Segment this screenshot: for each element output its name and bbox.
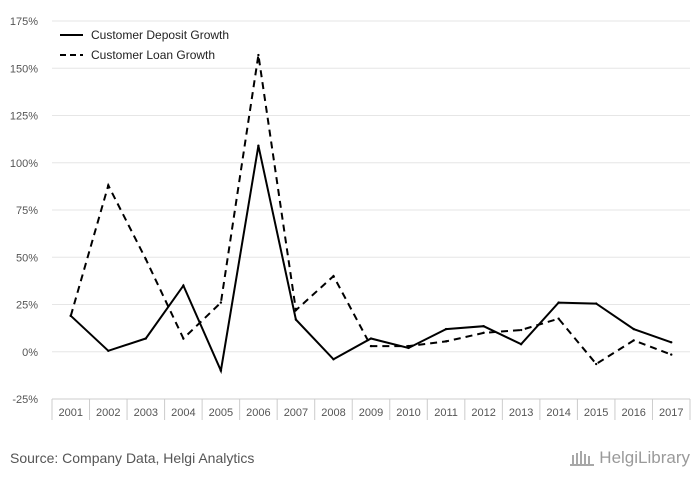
data-point: [444, 327, 448, 331]
data-point: [332, 358, 335, 361]
y-tick-label: 75%: [16, 205, 38, 217]
x-tick-label: 2013: [509, 407, 533, 419]
y-tick-label: 0%: [22, 347, 38, 359]
data-point: [557, 317, 560, 320]
x-tick-label: 2001: [59, 407, 83, 419]
data-point: [219, 301, 223, 304]
data-point: [519, 342, 523, 346]
data-point: [107, 184, 110, 187]
data-point: [144, 337, 148, 340]
y-tick-label: -25%: [12, 394, 38, 406]
data-point: [407, 346, 410, 350]
x-tick-label: 2006: [246, 407, 270, 419]
x-tick-label: 2008: [321, 407, 345, 419]
data-point: [670, 353, 673, 356]
data-point: [69, 314, 72, 318]
x-tick-label: 2010: [396, 407, 420, 419]
data-point: [294, 308, 298, 312]
data-point: [294, 318, 298, 321]
data-point: [594, 302, 598, 305]
y-tick-label: 125%: [10, 111, 38, 123]
x-tick-label: 2007: [284, 407, 308, 419]
data-point: [407, 344, 410, 348]
data-point: [182, 284, 185, 287]
data-point: [182, 337, 185, 340]
legend-label: Customer Loan Growth: [91, 48, 215, 62]
y-tick-label: 50%: [16, 252, 38, 264]
data-point: [444, 340, 448, 343]
source-note: Source: Company Data, Helgi Analytics: [10, 450, 255, 466]
x-tick-label: 2015: [584, 407, 608, 419]
x-tick-label: 2002: [96, 407, 120, 419]
data-point: [219, 369, 223, 372]
x-tick-label: 2011: [434, 407, 458, 419]
data-point: [369, 337, 373, 340]
y-tick-label: 150%: [10, 63, 38, 75]
brand-logo[interactable]: HelgiLibrary: [569, 448, 690, 468]
data-point: [482, 331, 485, 335]
data-point: [632, 339, 635, 342]
x-tick-label: 2009: [359, 407, 383, 419]
x-tick-label: 2017: [659, 407, 683, 419]
data-point: [670, 341, 673, 344]
data-point: [369, 344, 373, 348]
y-tick-label: 175%: [10, 16, 38, 28]
x-tick-label: 2012: [471, 407, 495, 419]
data-point: [519, 328, 523, 332]
data-point: [257, 53, 260, 57]
legend-label: Customer Deposit Growth: [91, 28, 229, 42]
x-tick-label: 2004: [171, 407, 195, 419]
x-tick-label: 2014: [546, 407, 570, 419]
data-point: [257, 144, 260, 147]
series-line-1: [70, 145, 672, 375]
data-point: [107, 349, 110, 353]
library-building-icon: [570, 451, 595, 466]
x-tick-label: 2016: [621, 407, 645, 419]
x-tick-label: 2003: [134, 407, 158, 419]
y-tick-label: 100%: [10, 158, 38, 170]
data-point: [632, 327, 635, 331]
data-point: [557, 301, 560, 304]
data-point: [594, 362, 598, 366]
line-chart: -25% 0% 25% 50% 75% 100% 125% 150% 175% 2001 2002 2…: [10, 16, 691, 420]
y-tick-label: 25%: [16, 300, 38, 312]
x-tick-label: 2005: [209, 407, 233, 419]
data-point: [144, 257, 148, 261]
data-point: [482, 325, 485, 328]
data-point: [332, 274, 335, 278]
brand-name: HelgiLibrary: [599, 448, 690, 467]
